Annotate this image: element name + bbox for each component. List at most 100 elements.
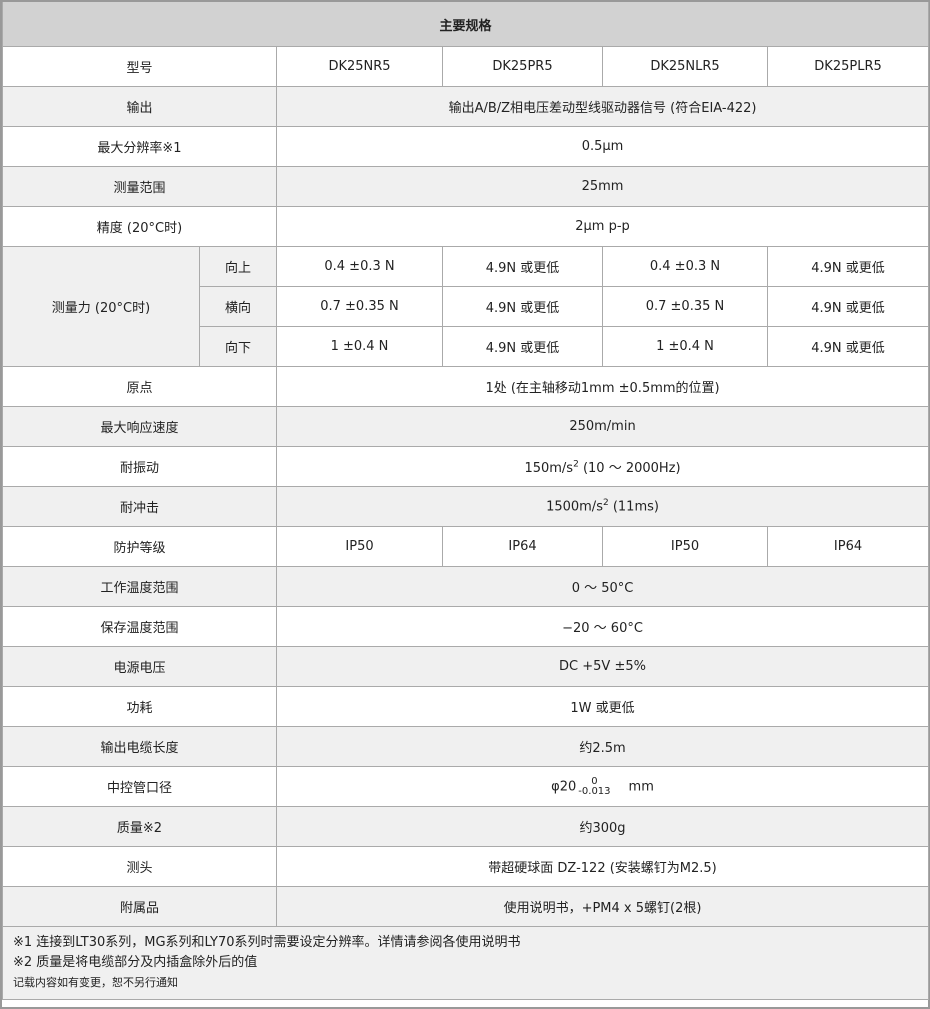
row-label: 精度 (20°C时) xyxy=(2,206,277,247)
row-shock: 耐冲击 1500m/s2 (11ms) xyxy=(2,486,930,527)
sub-label: 横向 xyxy=(199,286,277,327)
cell: 4.9N 或更低 xyxy=(442,246,603,287)
row-label: 测量范围 xyxy=(2,166,277,207)
row-label: 电源电压 xyxy=(2,646,277,687)
cell: 1W 或更低 xyxy=(275,686,930,727)
row-force-side: 横向 0.7 ±0.35 N 4.9N 或更低 0.7 ±0.35 N 4.9N 或更… xyxy=(3,286,930,327)
cell: 1500m/s2 (11ms) xyxy=(275,486,930,527)
row-accessories: 附属品 使用说明书，+PM4 x 5螺钉(2根) xyxy=(2,886,930,927)
row-stem: 中控管口径 φ20 0 -0.013 mm xyxy=(2,766,930,807)
row-label: 耐冲击 xyxy=(2,486,277,527)
row-label: 保存温度范围 xyxy=(2,606,277,647)
sub-label: 向下 xyxy=(199,326,277,367)
cell: 带超硬球面 DZ-122 (安装螺钉为M2.5) xyxy=(275,846,930,887)
cell: DK25PR5 xyxy=(442,46,603,87)
cell: DK25NR5 xyxy=(276,46,443,87)
value: 1500m/s xyxy=(546,499,603,515)
footnotes: ※1 连接到LT30系列，MG系列和LY70系列时需要设定分辨率。详情请参阅各使… xyxy=(1,926,930,1000)
row-accuracy: 精度 (20°C时) 2μm p-p xyxy=(2,206,930,247)
row-protection: 防护等级 IP50 IP64 IP50 IP64 xyxy=(2,526,930,567)
cell: 0.4 ±0.3 N xyxy=(602,246,768,287)
row-resolution: 最大分辨率※1 0.5μm xyxy=(2,126,930,167)
row-label: 输出 xyxy=(2,86,277,127)
cell: 2μm p-p xyxy=(275,206,930,247)
sub-label: 向上 xyxy=(199,246,277,287)
cell: IP50 xyxy=(602,526,768,567)
unit: mm xyxy=(628,779,654,794)
row-label: 型号 xyxy=(2,46,277,87)
footnote: ※1 连接到LT30系列，MG系列和LY70系列时需要设定分辨率。详情请参阅各使… xyxy=(13,935,521,950)
superscript: 2 xyxy=(573,459,579,470)
cell: IP64 xyxy=(766,526,930,567)
tolerance-lower: -0.013 xyxy=(578,785,611,797)
row-model: 型号 DK25NR5 DK25PR5 DK25NLR5 DK25PLR5 xyxy=(2,46,930,87)
row-label: 测量力 (20°C时) xyxy=(2,246,200,367)
table-title: 主要规格 xyxy=(1,2,930,47)
row-label: 防护等级 xyxy=(2,526,277,567)
row-probe: 测头 带超硬球面 DZ-122 (安装螺钉为M2.5) xyxy=(2,846,930,887)
row-label: 工作温度范围 xyxy=(2,566,277,607)
cell: 25mm xyxy=(275,166,930,207)
cell: 4.9N 或更低 xyxy=(766,246,930,287)
row-store-temp: 保存温度范围 −20 ～ 60°C xyxy=(2,606,930,647)
row-label: 最大分辨率※1 xyxy=(2,126,277,167)
cell: DK25PLR5 xyxy=(766,46,930,87)
footnote: ※2 质量是将电缆部分及内插盒除外后的值 xyxy=(13,955,258,970)
row-label: 测头 xyxy=(2,846,277,887)
row-power: 电源电压 DC +5V ±5% xyxy=(2,646,930,687)
row-label: 附属品 xyxy=(2,886,277,927)
cell: 使用说明书，+PM4 x 5螺钉(2根) xyxy=(275,886,930,927)
cell: 1 ±0.4 N xyxy=(602,326,768,367)
row-label: 耐振动 xyxy=(2,446,277,487)
row-vibration: 耐振动 150m/s2 (10 ～ 2000Hz) xyxy=(2,446,930,487)
row-label: 原点 xyxy=(2,366,277,407)
cell: 约300g xyxy=(275,806,930,847)
cell: 250m/min xyxy=(275,406,930,447)
row-label: 中控管口径 xyxy=(2,766,277,807)
value-rest: (10 ～ 2000Hz) xyxy=(578,461,681,476)
cell: IP50 xyxy=(276,526,443,567)
cell: 4.9N 或更低 xyxy=(442,286,603,327)
cell: 4.9N 或更低 xyxy=(766,286,930,327)
cell: 0.7 ±0.35 N xyxy=(602,286,768,327)
row-label: 功耗 xyxy=(2,686,277,727)
value-rest: (11ms) xyxy=(608,499,659,515)
cell: IP64 xyxy=(442,526,603,567)
cell: 0.7 ±0.35 N xyxy=(276,286,443,327)
row-label: 质量※2 xyxy=(2,806,277,847)
tolerance: 0 -0.013 xyxy=(578,775,611,797)
cell: 4.9N 或更低 xyxy=(442,326,603,367)
cell: 4.9N 或更低 xyxy=(766,326,930,367)
cell: 1处 (在主轴移动1mm ±0.5mm的位置) xyxy=(275,366,930,407)
footnote: 记载内容如有变更，恕不另行通知 xyxy=(13,976,178,989)
value: φ20 xyxy=(551,779,577,794)
superscript: 2 xyxy=(602,498,609,509)
cell: φ20 0 -0.013 mm xyxy=(275,766,930,807)
cell: 150m/s2 (10 ～ 2000Hz) xyxy=(275,446,930,487)
cell: 约2.5m xyxy=(275,726,930,767)
row-force-down: 向下 1 ±0.4 N 4.9N 或更低 1 ±0.4 N 4.9N 或更低 xyxy=(3,326,930,367)
row-force-up: 测量力 (20°C时) 向上 0.4 ±0.3 N 4.9N 或更低 0.4 ±0.3… xyxy=(2,246,930,367)
cell: 0 ～ 50°C xyxy=(275,566,930,607)
value: 150m/s xyxy=(524,461,574,476)
row-speed: 最大响应速度 250m/min xyxy=(2,406,930,447)
cell: 0.4 ±0.3 N xyxy=(276,246,443,287)
row-label: 最大响应速度 xyxy=(2,406,277,447)
cell: DK25NLR5 xyxy=(602,46,768,87)
row-cable: 输出电缆长度 约2.5m xyxy=(2,726,930,767)
cell: 输出A/B/Z相电压差动型线驱动器信号 (符合EIA-422) xyxy=(275,86,930,127)
row-consumption: 功耗 1W 或更低 xyxy=(2,686,930,727)
row-mass: 质量※2 约300g xyxy=(2,806,930,847)
tolerance-upper: 0 xyxy=(591,775,598,787)
cell: 0.5μm xyxy=(275,126,930,167)
row-origin: 原点 1处 (在主轴移动1mm ±0.5mm的位置) xyxy=(2,366,930,407)
cell: DC +5V ±5% xyxy=(275,646,930,687)
cell: 1 ±0.4 N xyxy=(276,326,443,367)
row-range: 测量范围 25mm xyxy=(2,166,930,207)
row-op-temp: 工作温度范围 0 ～ 50°C xyxy=(2,566,930,607)
cell: −20 ～ 60°C xyxy=(275,606,930,647)
row-output: 输出 输出A/B/Z相电压差动型线驱动器信号 (符合EIA-422) xyxy=(2,86,930,127)
row-label: 输出电缆长度 xyxy=(2,726,277,767)
